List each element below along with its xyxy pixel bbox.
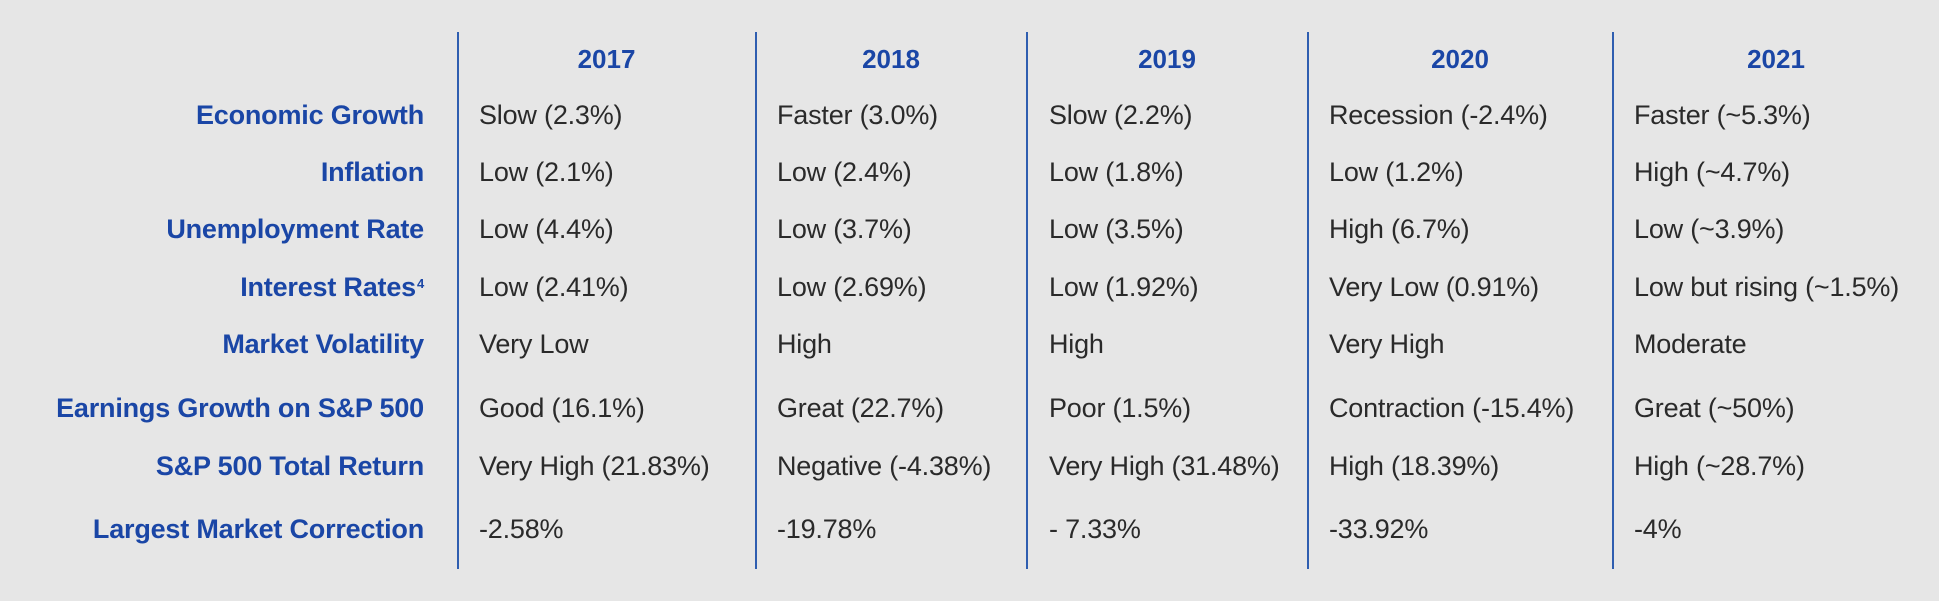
year-header-2021: 2021 xyxy=(1747,44,1805,74)
table-cell: Moderate xyxy=(1634,329,1747,359)
table-cell: -4% xyxy=(1634,514,1682,544)
table-cell: Low but rising (~1.5%) xyxy=(1634,272,1899,302)
column-divider xyxy=(1026,32,1028,569)
table-cell: Low (3.7%) xyxy=(777,214,912,244)
column-divider xyxy=(457,32,459,569)
table-cell: Low (2.1%) xyxy=(479,157,614,187)
table-cell: Low (~3.9%) xyxy=(1634,214,1785,244)
table-cell: Low (1.92%) xyxy=(1049,272,1199,302)
footnote-marker: 4 xyxy=(416,276,424,291)
table-cell: Recession (-2.4%) xyxy=(1329,100,1548,130)
table-cell: Low (2.41%) xyxy=(479,272,629,302)
row-label-sp500-total-return: S&P 500 Total Return xyxy=(155,451,424,481)
year-header-2017: 2017 xyxy=(577,44,636,74)
table-cell: Poor (1.5%) xyxy=(1049,393,1191,423)
table-cell: Very Low (0.91%) xyxy=(1329,272,1539,302)
year-header-2018: 2018 xyxy=(862,44,920,74)
table-cell: Great (22.7%) xyxy=(777,393,944,423)
year-header-2019: 2019 xyxy=(1138,44,1196,74)
table-cell: Low (2.69%) xyxy=(777,272,927,302)
table-cell: Great (~50%) xyxy=(1634,393,1795,423)
table-cell: -19.78% xyxy=(777,514,877,544)
table-cell: Negative (-4.38%) xyxy=(777,451,992,481)
table-cell: -2.58% xyxy=(479,514,564,544)
table-cell: Very High (31.48%) xyxy=(1049,451,1280,481)
row-label-market-volatility: Market Volatility xyxy=(222,329,424,359)
table-cell: Low (2.4%) xyxy=(777,157,912,187)
table-cell: High xyxy=(777,329,832,359)
table-cell: - 7.33% xyxy=(1049,514,1141,544)
table-cell: Low (3.5%) xyxy=(1049,214,1184,244)
row-label-earnings-growth: Earnings Growth on S&P 500 xyxy=(56,393,424,423)
row-label-inflation: Inflation xyxy=(320,157,424,187)
table-cell: Very Low xyxy=(479,329,589,359)
table-cell: Faster (3.0%) xyxy=(777,100,938,130)
table-cell: Low (1.8%) xyxy=(1049,157,1184,187)
table-cell: High (~4.7%) xyxy=(1634,157,1790,187)
row-label-unemployment-rate: Unemployment Rate xyxy=(166,214,424,244)
row-label-largest-market-correction: Largest Market Correction xyxy=(92,514,424,544)
table-cell: Slow (2.2%) xyxy=(1049,100,1193,130)
table-cell: High xyxy=(1049,329,1104,359)
table-cell: Low (1.2%) xyxy=(1329,157,1464,187)
table-cell: High (~28.7%) xyxy=(1634,451,1805,481)
table-cell: Very High xyxy=(1329,329,1445,359)
table-cell: Slow (2.3%) xyxy=(479,100,623,130)
table-cell: High (18.39%) xyxy=(1329,451,1499,481)
column-divider xyxy=(1612,32,1614,569)
year-header-2020: 2020 xyxy=(1431,44,1489,74)
table-cell: Faster (~5.3%) xyxy=(1634,100,1811,130)
row-label-economic-growth: Economic Growth xyxy=(195,100,424,130)
table-cell: Low (4.4%) xyxy=(479,214,614,244)
row-label-interest-rates: Interest Rates4 xyxy=(240,272,424,302)
table-cell: Good (16.1%) xyxy=(479,393,645,423)
table-cell: Contraction (-15.4%) xyxy=(1329,393,1575,423)
table-cell: Very High (21.83%) xyxy=(479,451,710,481)
column-divider xyxy=(755,32,757,569)
table-cell: -33.92% xyxy=(1329,514,1429,544)
table-cell: High (6.7%) xyxy=(1329,214,1470,244)
column-divider xyxy=(1307,32,1309,569)
